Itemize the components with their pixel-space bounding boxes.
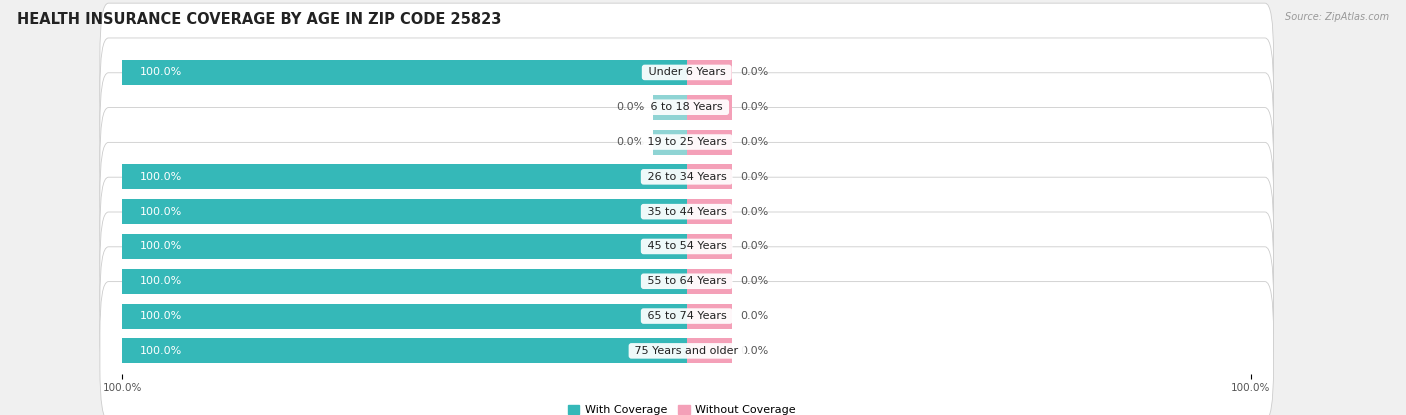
Text: 0.0%: 0.0% bbox=[616, 137, 644, 147]
Text: 100.0%: 100.0% bbox=[139, 242, 181, 251]
Bar bbox=[652, 95, 686, 120]
Bar bbox=[122, 60, 686, 85]
FancyBboxPatch shape bbox=[100, 177, 1274, 316]
FancyBboxPatch shape bbox=[100, 73, 1274, 211]
Bar bbox=[686, 303, 733, 329]
Bar bbox=[122, 164, 686, 189]
Bar bbox=[686, 95, 733, 120]
Text: 0.0%: 0.0% bbox=[741, 172, 769, 182]
FancyBboxPatch shape bbox=[100, 107, 1274, 246]
Text: 75 Years and older: 75 Years and older bbox=[631, 346, 742, 356]
Bar bbox=[686, 164, 733, 189]
Bar bbox=[122, 234, 686, 259]
Bar bbox=[686, 269, 733, 294]
Text: 100.0%: 100.0% bbox=[139, 172, 181, 182]
Text: 35 to 44 Years: 35 to 44 Years bbox=[644, 207, 730, 217]
FancyBboxPatch shape bbox=[100, 212, 1274, 351]
Bar bbox=[122, 338, 686, 364]
FancyBboxPatch shape bbox=[100, 282, 1274, 415]
Text: 19 to 25 Years: 19 to 25 Years bbox=[644, 137, 730, 147]
Text: HEALTH INSURANCE COVERAGE BY AGE IN ZIP CODE 25823: HEALTH INSURANCE COVERAGE BY AGE IN ZIP … bbox=[17, 12, 502, 27]
Text: 0.0%: 0.0% bbox=[741, 137, 769, 147]
Text: 0.0%: 0.0% bbox=[741, 102, 769, 112]
Text: 65 to 74 Years: 65 to 74 Years bbox=[644, 311, 730, 321]
Text: 100.0%: 100.0% bbox=[139, 276, 181, 286]
Text: 100.0%: 100.0% bbox=[139, 67, 181, 78]
Text: 100.0%: 100.0% bbox=[139, 207, 181, 217]
Text: Source: ZipAtlas.com: Source: ZipAtlas.com bbox=[1285, 12, 1389, 22]
Bar bbox=[686, 129, 733, 154]
Bar bbox=[122, 199, 686, 224]
FancyBboxPatch shape bbox=[100, 247, 1274, 386]
Text: 100.0%: 100.0% bbox=[139, 346, 181, 356]
Bar bbox=[686, 234, 733, 259]
Text: 26 to 34 Years: 26 to 34 Years bbox=[644, 172, 730, 182]
Text: 0.0%: 0.0% bbox=[741, 276, 769, 286]
Text: 6 to 18 Years: 6 to 18 Years bbox=[647, 102, 727, 112]
Legend: With Coverage, Without Coverage: With Coverage, Without Coverage bbox=[564, 400, 800, 415]
Text: 0.0%: 0.0% bbox=[616, 102, 644, 112]
FancyBboxPatch shape bbox=[100, 142, 1274, 281]
Bar bbox=[122, 303, 686, 329]
Bar bbox=[652, 129, 686, 154]
FancyBboxPatch shape bbox=[100, 3, 1274, 142]
Bar bbox=[686, 338, 733, 364]
Text: 0.0%: 0.0% bbox=[741, 67, 769, 78]
Text: 0.0%: 0.0% bbox=[741, 311, 769, 321]
Bar bbox=[122, 269, 686, 294]
Text: 0.0%: 0.0% bbox=[741, 207, 769, 217]
Bar bbox=[686, 199, 733, 224]
FancyBboxPatch shape bbox=[100, 38, 1274, 176]
Text: 45 to 54 Years: 45 to 54 Years bbox=[644, 242, 730, 251]
Text: 55 to 64 Years: 55 to 64 Years bbox=[644, 276, 730, 286]
Text: 0.0%: 0.0% bbox=[741, 242, 769, 251]
Text: 0.0%: 0.0% bbox=[741, 346, 769, 356]
Bar bbox=[686, 60, 733, 85]
Text: Under 6 Years: Under 6 Years bbox=[644, 67, 728, 78]
Text: 100.0%: 100.0% bbox=[139, 311, 181, 321]
